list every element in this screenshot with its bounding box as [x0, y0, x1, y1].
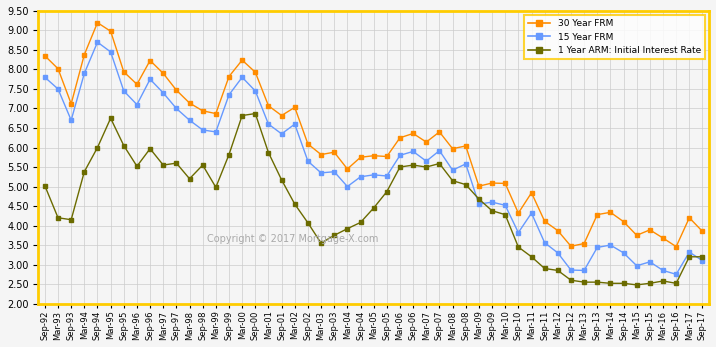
1 Year ARM: Initial Interest Rate: (16, 6.87): Initial Interest Rate: (16, 6.87) — [251, 111, 260, 116]
1 Year ARM: Initial Interest Rate: (0, 5.02): Initial Interest Rate: (0, 5.02) — [41, 184, 49, 188]
30 Year FRM — [527, 191, 536, 195]
Line: 30 Year FRM: 30 Year FRM — [43, 21, 705, 248]
1 Year ARM: Initial Interest Rate: (34, 4.38): Initial Interest Rate: (34, 4.38) — [488, 209, 496, 213]
1 Year ARM: Initial Interest Rate: (45, 2.48): Initial Interest Rate: (45, 2.48) — [632, 283, 641, 287]
1 Year ARM: Initial Interest Rate: (11, 5.2): Initial Interest Rate: (11, 5.2) — [185, 177, 194, 181]
30 Year FRM — [41, 54, 49, 58]
30 Year FRM — [264, 104, 273, 108]
1 Year ARM: Initial Interest Rate: (37, 3.2): Initial Interest Rate: (37, 3.2) — [527, 255, 536, 259]
15 Year FRM — [488, 200, 496, 204]
Line: 1 Year ARM: Initial Interest Rate: 1 Year ARM: Initial Interest Rate — [43, 112, 705, 287]
1 Year ARM: Initial Interest Rate: (15, 6.82): Initial Interest Rate: (15, 6.82) — [238, 113, 246, 118]
15 Year FRM — [672, 272, 680, 277]
Legend: 30 Year FRM, 15 Year FRM, 1 Year ARM: Initial Interest Rate: 30 Year FRM, 15 Year FRM, 1 Year ARM: In… — [524, 16, 705, 59]
15 Year FRM — [685, 250, 694, 254]
15 Year FRM — [698, 259, 707, 263]
30 Year FRM — [685, 216, 694, 220]
30 Year FRM — [672, 245, 680, 249]
15 Year FRM — [198, 128, 207, 132]
Text: Copyright © 2017 Mortgage-X.com: Copyright © 2017 Mortgage-X.com — [208, 234, 379, 244]
30 Year FRM — [488, 181, 496, 185]
1 Year ARM: Initial Interest Rate: (50, 3.2): Initial Interest Rate: (50, 3.2) — [698, 255, 707, 259]
15 Year FRM — [251, 89, 260, 93]
1 Year ARM: Initial Interest Rate: (17, 5.87): Initial Interest Rate: (17, 5.87) — [264, 151, 273, 155]
1 Year ARM: Initial Interest Rate: (49, 3.2): Initial Interest Rate: (49, 3.2) — [685, 255, 694, 259]
30 Year FRM — [93, 20, 102, 25]
15 Year FRM — [41, 75, 49, 79]
30 Year FRM — [198, 109, 207, 113]
30 Year FRM — [698, 229, 707, 234]
Line: 15 Year FRM: 15 Year FRM — [43, 41, 705, 276]
30 Year FRM — [251, 70, 260, 74]
15 Year FRM — [93, 40, 102, 44]
15 Year FRM — [527, 211, 536, 215]
15 Year FRM — [264, 122, 273, 126]
